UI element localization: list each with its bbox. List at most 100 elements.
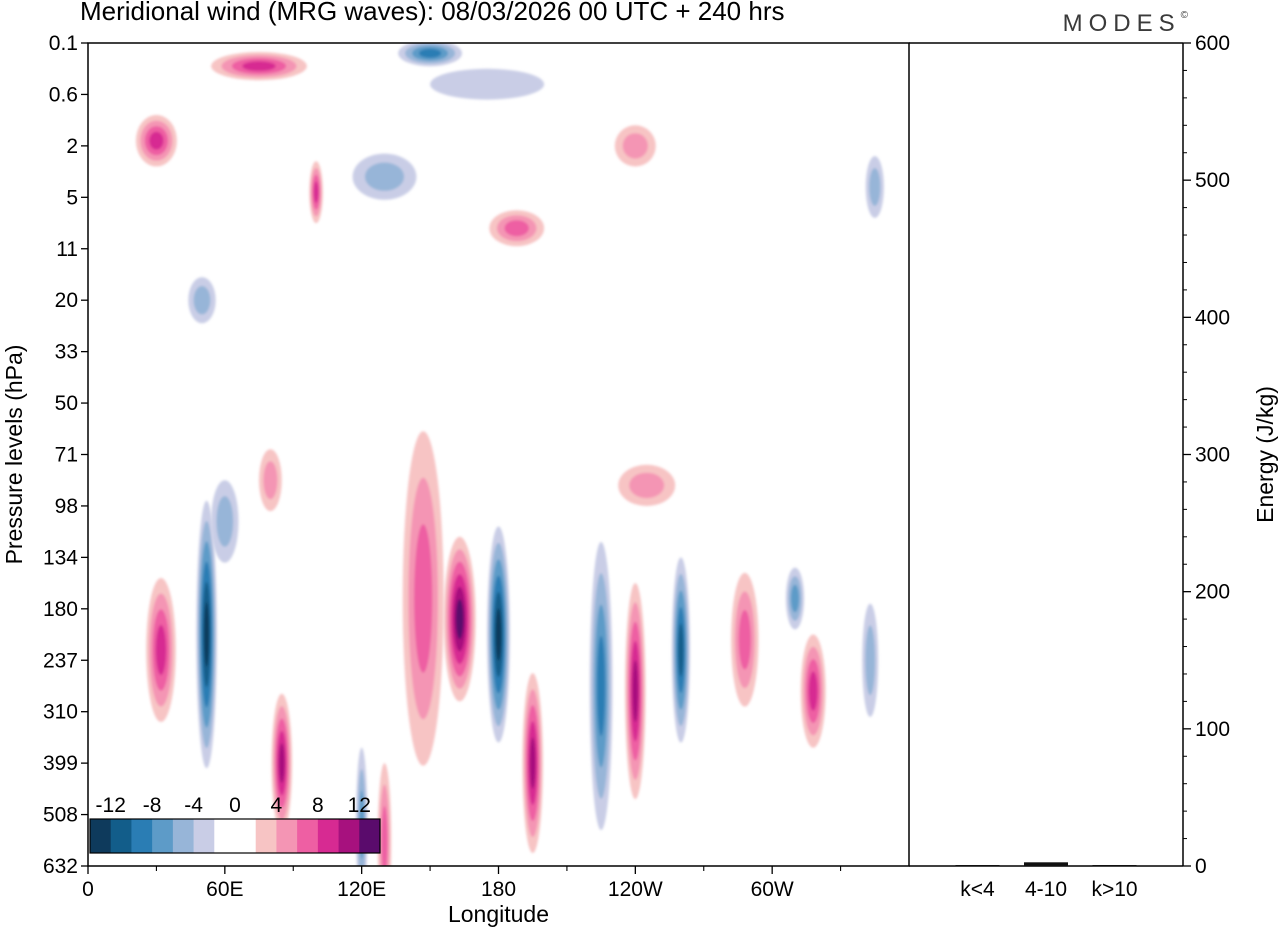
y-tick-label: 134: [43, 546, 78, 569]
wind-anomaly-feature: [800, 634, 826, 748]
brand-text: MODES: [1062, 10, 1181, 37]
y-tick-label: 71: [55, 444, 78, 467]
contour-band: [678, 623, 684, 677]
contour-band: [278, 743, 285, 783]
contour-band: [364, 162, 405, 191]
y-tick-label: 632: [43, 855, 78, 878]
y-tick-label: 237: [43, 649, 78, 672]
colorbar: -12 -8 -4 0 4 8 12: [89, 794, 381, 854]
energy-bar-panel: 0 100 200 300 400 500 600 Energy (J/kg) k<4 4-10 k…: [909, 32, 1278, 901]
energy-tick-label: 0: [1195, 855, 1207, 878]
contour-band: [419, 48, 442, 58]
x-tick-label: 120E: [337, 878, 386, 901]
contour-band: [313, 181, 319, 203]
contour-band: [381, 806, 388, 866]
wind-anomaly-feature: [865, 156, 884, 218]
contour-band: [149, 131, 164, 150]
colorbar-swatch: [338, 819, 360, 853]
colorbar-swatch: [297, 819, 319, 853]
wind-anomaly-feature: [489, 210, 545, 247]
colorbar-swatch: [110, 819, 132, 853]
contour-band: [204, 602, 210, 667]
y-tick-label: 33: [55, 341, 78, 364]
wind-anomaly-feature: [146, 578, 176, 722]
contour-band: [869, 168, 881, 206]
y-tick-label: 0.6: [49, 83, 78, 106]
energy-axis-title: Energy (J/kg): [1252, 386, 1278, 523]
y-tick-label: 0.1: [49, 32, 78, 55]
y-tick-label: 180: [43, 598, 78, 621]
wind-anomaly-feature: [522, 673, 543, 854]
y-tick-label: 2: [66, 135, 78, 158]
wind-anomaly-feature: [377, 763, 392, 866]
colorbar-swatch: [235, 819, 257, 853]
colorbar-swatch: [317, 819, 339, 853]
energy-bar: [955, 865, 1000, 867]
wind-anomaly-feature: [398, 43, 462, 67]
y-tick-label: 11: [56, 238, 78, 261]
energy-category-label: 4-10: [1025, 878, 1067, 901]
wind-anomaly-feature: [589, 542, 613, 830]
wind-anomaly-feature: [188, 277, 216, 324]
y-tick-label: 399: [43, 752, 78, 775]
colorbar-label: -4: [184, 794, 203, 817]
colorbar-swatch: [131, 819, 153, 853]
contour-band: [808, 671, 818, 711]
colorbar-swatch: [255, 819, 277, 853]
contour-band: [790, 584, 800, 613]
contour-band: [865, 625, 876, 696]
wind-anomaly-feature: [862, 603, 879, 717]
wind-anomaly-feature: [785, 567, 805, 630]
x-axis-title: Longitude: [448, 901, 549, 927]
wind-anomaly-feature: [211, 480, 239, 563]
brand-mark: ©: [1180, 10, 1188, 21]
contour-band: [430, 68, 545, 100]
colorbar-label: 12: [348, 794, 371, 817]
colorbar-frame: [89, 818, 381, 854]
chart-title: Meridional wind (MRG waves): 08/03/2026 …: [80, 0, 785, 26]
contour-band: [629, 472, 665, 499]
wind-anomaly-feature: [309, 161, 323, 224]
colorbar-label: 8: [312, 794, 324, 817]
y-axis-title: Pressure levels (hPa): [1, 345, 27, 565]
wind-anomaly-feature: [135, 115, 177, 167]
y-tick-label: 20: [55, 289, 78, 312]
wind-anomaly-feature: [271, 693, 293, 833]
brand-logo: MODES©: [1063, 10, 1188, 38]
wind-anomaly-feature: [614, 125, 656, 167]
contour-band: [263, 461, 278, 500]
colorbar-label: 4: [271, 794, 283, 817]
energy-category-label: k>10: [1091, 878, 1137, 901]
colorbar-swatch: [172, 819, 194, 853]
contour-band: [738, 610, 751, 670]
energy-tick-label: 300: [1195, 444, 1230, 467]
colorbar-swatch: [214, 819, 236, 853]
contour-band: [597, 635, 606, 737]
contour-band: [414, 524, 433, 673]
contour-band: [193, 286, 211, 315]
contour-band: [529, 737, 536, 789]
contour-band: [632, 660, 639, 722]
colorbar-swatch: [276, 819, 298, 853]
wind-anomaly-feature: [430, 68, 545, 100]
contour-band: [216, 496, 234, 547]
x-tick-label: 120W: [608, 878, 663, 901]
colorbar-label: -8: [143, 794, 162, 817]
colorbar-swatch: [90, 819, 112, 853]
wind-anomaly-feature: [731, 572, 759, 707]
wind-anomaly-feature: [211, 52, 307, 81]
colorbar-swatch: [359, 819, 381, 853]
x-tick-label: 60E: [206, 878, 243, 901]
wind-anomaly-feature: [618, 464, 676, 506]
wind-anomaly-feature: [259, 449, 282, 512]
contour-band: [155, 625, 167, 675]
wind-anomaly-feature: [487, 526, 510, 743]
contour-band: [622, 133, 648, 159]
energy-category-label: k<4: [960, 878, 995, 901]
contour-band: [242, 61, 276, 71]
wind-anomaly-feature: [196, 500, 217, 769]
wind-anomaly-feature: [671, 557, 691, 743]
x-tick-label: 0: [82, 878, 94, 901]
colorbar-label: 0: [229, 794, 241, 817]
